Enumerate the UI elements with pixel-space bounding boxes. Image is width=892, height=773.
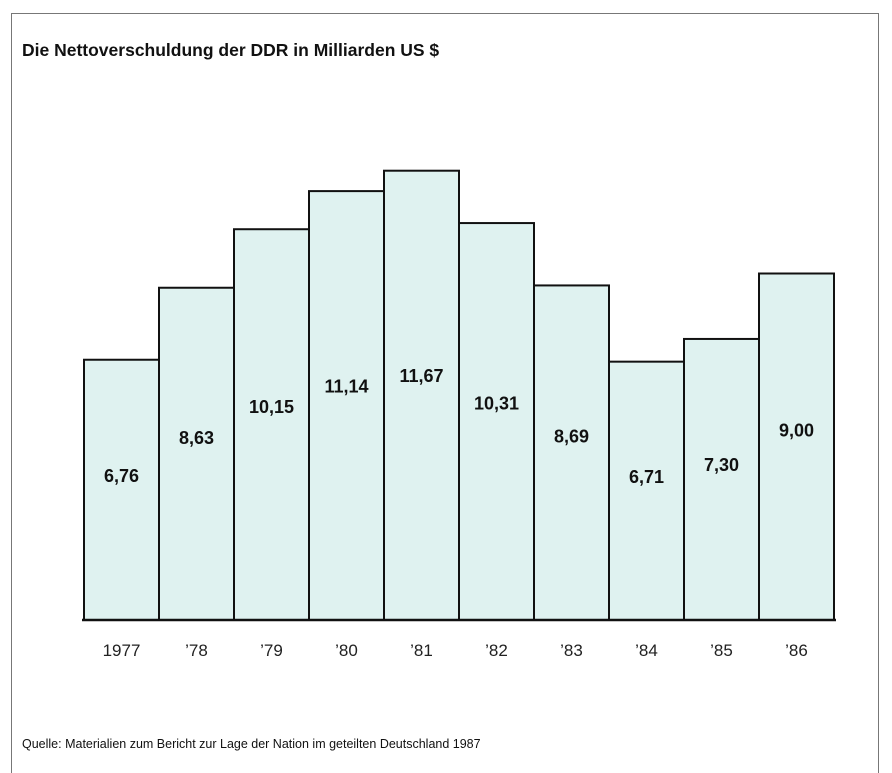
tick-label-4: ’81 — [410, 641, 433, 660]
tick-label-7: ’84 — [635, 641, 658, 660]
tick-label-1: ’78 — [185, 641, 208, 660]
bar-2 — [233, 228, 310, 621]
bar-7 — [608, 360, 685, 621]
value-labels-group: 6,76 8,63 10,15 11,14 11,67 10,31 8,69 6,71 7,30… — [104, 366, 814, 487]
value-label-7: 6,71 — [629, 467, 664, 487]
tick-label-0: 1977 — [103, 641, 141, 660]
value-label-9: 9,00 — [779, 420, 814, 440]
bar-1 — [158, 286, 235, 621]
bar-8 — [683, 337, 760, 621]
bars-group — [83, 169, 835, 622]
value-label-8: 7,30 — [704, 455, 739, 475]
bar-5 — [458, 222, 535, 621]
tick-label-6: ’83 — [560, 641, 583, 660]
tick-label-9: ’86 — [785, 641, 808, 660]
value-label-4: 11,67 — [399, 366, 443, 386]
value-label-5: 10,31 — [474, 394, 519, 414]
value-label-3: 11,14 — [324, 377, 368, 397]
tick-label-2: ’79 — [260, 641, 283, 660]
tick-label-3: ’80 — [335, 641, 358, 660]
chart-frame — [11, 13, 879, 773]
tick-labels-group: 1977 ’78 ’79 ’80 ’81 ’82 ’83 ’84 ’85 ’86 — [103, 641, 808, 660]
tick-label-5: ’82 — [485, 641, 508, 660]
bar-4 — [383, 169, 460, 622]
bar-3 — [308, 190, 385, 622]
value-label-1: 8,63 — [179, 428, 214, 448]
chart-title: Die Nettoverschuldung der DDR in Milliar… — [22, 40, 440, 60]
value-label-2: 10,15 — [249, 397, 294, 417]
tick-label-8: ’85 — [710, 641, 733, 660]
bar-0 — [83, 358, 160, 621]
value-label-6: 8,69 — [554, 427, 589, 447]
bar-9 — [758, 272, 835, 621]
source-note: Quelle: Materialien zum Bericht zur Lage… — [22, 737, 481, 751]
bar-6 — [533, 284, 610, 621]
value-label-0: 6,76 — [104, 466, 139, 486]
